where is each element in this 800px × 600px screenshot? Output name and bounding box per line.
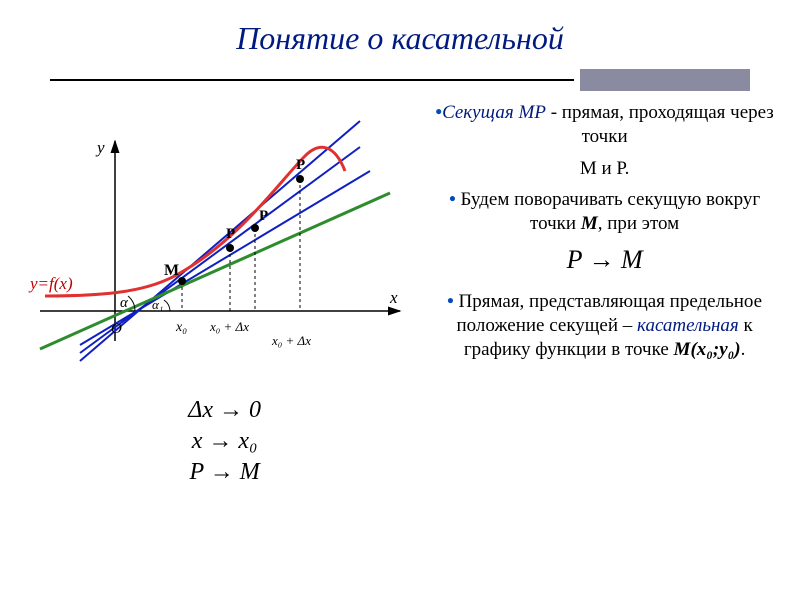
svg-text:P: P	[259, 208, 268, 224]
formula-x: x → x₀	[20, 426, 429, 457]
para-secant: •Секущая MP - прямая, проходящая через т…	[429, 101, 780, 149]
page-title: Понятие о касательной	[0, 0, 800, 69]
rotate-text-b: , при этом	[598, 213, 679, 234]
tangent-word: касательная	[637, 315, 739, 336]
tangent-point: М(x₀;y₀)	[674, 339, 741, 360]
tangent-chart: M P P Px y Оx₀ x₀ + Δx x₀ + Δx α α₁ y=f(x)	[20, 101, 420, 401]
svg-text:x₀: x₀	[175, 320, 187, 335]
svg-text:P: P	[226, 226, 235, 242]
para-tangent-def: • Прямая, представляющая предельное поло…	[429, 290, 780, 361]
svg-text:M: M	[164, 262, 179, 279]
content-area: M P P Px y Оx₀ x₀ + Δx x₀ + Δx α α₁ y=f(x) Δx → 0 …	[0, 91, 800, 489]
svg-text:x: x	[389, 288, 398, 307]
para-mp-points: М и Р.	[429, 157, 780, 181]
svg-text:α₁: α₁	[152, 297, 163, 312]
svg-text:P: P	[296, 157, 305, 173]
bullet-icon: •	[447, 291, 454, 312]
divider	[0, 69, 800, 91]
chart-column: M P P Px y Оx₀ x₀ + Δx x₀ + Δx α α₁ y=f(x) Δx → 0 …	[20, 101, 429, 489]
formula-dx: Δx → 0	[20, 395, 429, 426]
divider-thin	[50, 79, 574, 81]
svg-text:О: О	[111, 321, 122, 337]
formula-pm: P → M	[20, 457, 429, 488]
text-column: • Секущая MP - прямая, проходящая через т…	[429, 101, 780, 489]
secant-label: Секущая MP	[442, 102, 546, 123]
tangent-def-c: .	[741, 339, 746, 360]
svg-text:x₀ + Δx: x₀ + Δx	[271, 333, 311, 348]
svg-text:x₀ + Δx: x₀ + Δx	[209, 319, 249, 334]
svg-text:y: y	[95, 138, 105, 157]
divider-thick	[580, 69, 750, 91]
bullet-icon: •	[449, 189, 456, 210]
formulas-below-chart: Δx → 0 x → x₀ P → M	[20, 395, 429, 489]
secant-desc: - прямая, проходящая через точки	[546, 102, 774, 147]
svg-text:y=f(x): y=f(x)	[28, 274, 73, 293]
svg-text:α: α	[120, 295, 129, 311]
point-m-bold: М	[581, 213, 598, 234]
formula-p-to-m: P → M	[429, 244, 780, 277]
para-rotate: • Будем поворачивать секущую вокруг точк…	[429, 188, 780, 236]
